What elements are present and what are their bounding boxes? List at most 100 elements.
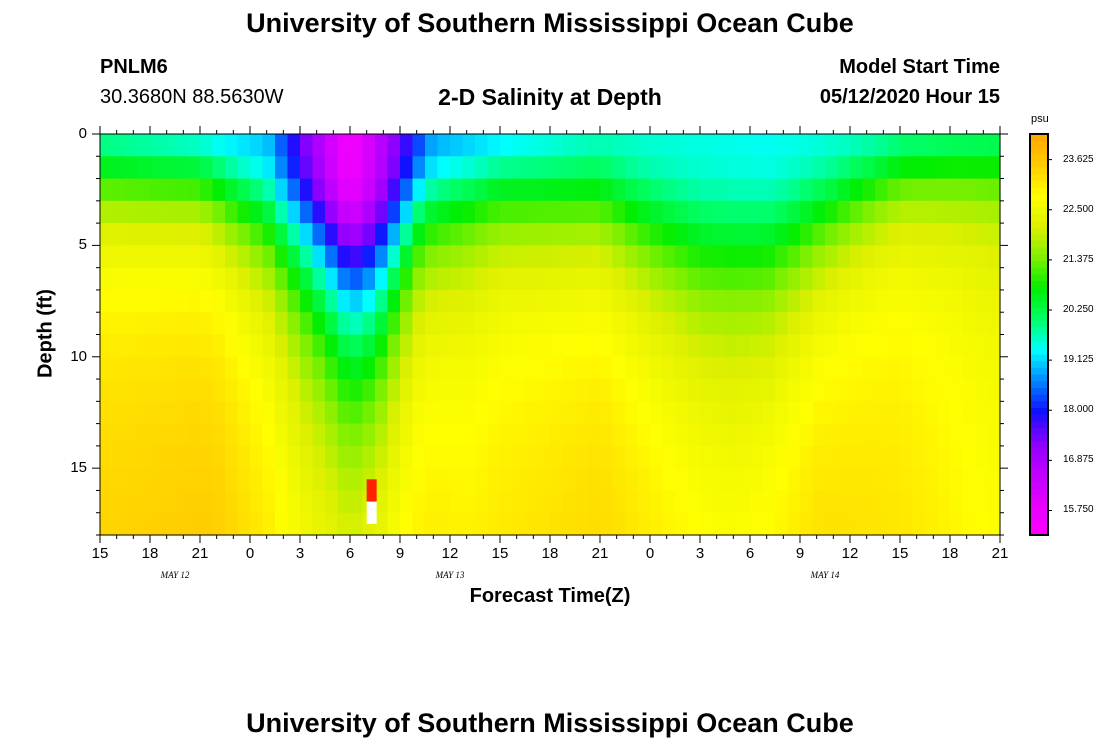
x-tick-label: 21 <box>191 545 209 562</box>
heatmap-cell <box>212 134 226 157</box>
heatmap-cell <box>162 512 176 536</box>
heatmap-cell <box>387 156 401 180</box>
heatmap-cell <box>587 223 601 246</box>
colorbar-segment <box>1030 274 1048 282</box>
heatmap-cell <box>312 223 326 246</box>
heatmap-cell <box>900 289 914 313</box>
heatmap-cell <box>687 356 701 380</box>
heatmap-cell <box>812 468 826 492</box>
heatmap-cell <box>437 423 451 447</box>
date-label: MAY 14 <box>810 570 840 580</box>
heatmap-cell <box>550 178 564 202</box>
heatmap-cell <box>450 379 464 402</box>
colorbar-segment <box>1030 267 1048 275</box>
heatmap-cell <box>862 312 876 336</box>
heatmap-cell <box>412 401 426 425</box>
heatmap-cell <box>575 200 589 224</box>
heatmap-cell <box>412 312 426 336</box>
heatmap-cell <box>325 156 339 180</box>
heatmap-cell <box>375 401 389 425</box>
heatmap-cell <box>287 356 301 380</box>
heatmap-cell <box>737 134 751 157</box>
heatmap-cell <box>137 445 151 469</box>
heatmap-cell <box>625 289 639 313</box>
heatmap-cell <box>962 445 976 469</box>
heatmap-cell <box>550 223 564 246</box>
heatmap-cell <box>625 223 639 246</box>
heatmap-cell <box>125 312 139 336</box>
heatmap-cell <box>825 512 839 536</box>
heatmap-cell <box>437 512 451 536</box>
heatmap-cell <box>662 178 676 202</box>
heatmap-cell <box>562 289 576 313</box>
colorbar-tick-label: 23.625 <box>1063 153 1094 165</box>
heatmap-cell <box>987 267 1001 291</box>
heatmap-cell <box>462 401 476 425</box>
heatmap-cell <box>725 356 739 380</box>
heatmap-cell <box>662 223 676 246</box>
heatmap-cell <box>737 423 751 447</box>
heatmap-cell <box>512 423 526 447</box>
heatmap-cell <box>650 356 664 380</box>
heatmap-cell <box>787 445 801 469</box>
heatmap-cell <box>787 223 801 246</box>
colorbar-segment <box>1030 454 1048 463</box>
heatmap-cell <box>512 245 526 269</box>
heatmap-cell <box>550 401 564 425</box>
heatmap-cell <box>725 134 739 157</box>
heatmap-cell <box>162 267 176 291</box>
heatmap-cell <box>637 200 651 224</box>
heatmap-cell <box>662 379 676 402</box>
heatmap-cell <box>925 134 939 157</box>
heatmap-cell <box>162 423 176 447</box>
heatmap-cell <box>487 312 501 336</box>
heatmap-cell <box>662 445 676 469</box>
heatmap-cell <box>200 312 214 336</box>
heatmap-cell <box>887 423 901 447</box>
heatmap-cell <box>100 334 114 358</box>
heatmap-cell <box>437 379 451 402</box>
heatmap-cell <box>925 334 939 358</box>
heatmap-cell <box>187 423 201 447</box>
heatmap-cell <box>962 379 976 402</box>
colorbar-segment <box>1030 301 1048 309</box>
heatmap-cell <box>937 423 951 447</box>
colorbar-segment <box>1030 180 1048 189</box>
heatmap-cell <box>925 245 939 269</box>
heatmap-cell <box>275 468 289 492</box>
heatmap-cell <box>700 223 714 246</box>
heatmap-cell <box>887 490 901 514</box>
heatmap-cell <box>337 245 351 269</box>
heatmap-cell <box>987 200 1001 224</box>
heatmap-cell <box>437 490 451 514</box>
heatmap-cell <box>200 423 214 447</box>
heatmap-cell <box>625 468 639 492</box>
heatmap-cell <box>812 134 826 157</box>
heatmap-cell <box>162 445 176 469</box>
heatmap-cell <box>662 468 676 492</box>
heatmap-cell <box>625 445 639 469</box>
colorbar-segment <box>1030 408 1048 416</box>
x-tick-label: 15 <box>891 545 909 562</box>
colorbar-segment <box>1030 381 1048 389</box>
heatmap-cell <box>687 223 701 246</box>
heatmap-cell <box>987 379 1001 402</box>
heatmap-cell <box>787 401 801 425</box>
colorbar-tick-label: 19.125 <box>1063 354 1094 366</box>
heatmap-cell <box>737 401 751 425</box>
heatmap-cell <box>462 245 476 269</box>
heatmap-cell <box>350 512 364 536</box>
heatmap-cell <box>825 356 839 380</box>
colorbar-segment <box>1030 327 1048 336</box>
heatmap-cell <box>875 156 889 180</box>
heatmap-cell <box>112 379 126 402</box>
heatmap-cell <box>525 134 539 157</box>
heatmap-cell <box>225 245 239 269</box>
heatmap-cell <box>675 312 689 336</box>
heatmap-cell <box>950 200 964 224</box>
heatmap-cell <box>112 134 126 157</box>
heatmap-cell <box>462 490 476 514</box>
heatmap-cell <box>425 512 439 536</box>
heatmap-cell <box>575 379 589 402</box>
heatmap-cell <box>462 178 476 202</box>
